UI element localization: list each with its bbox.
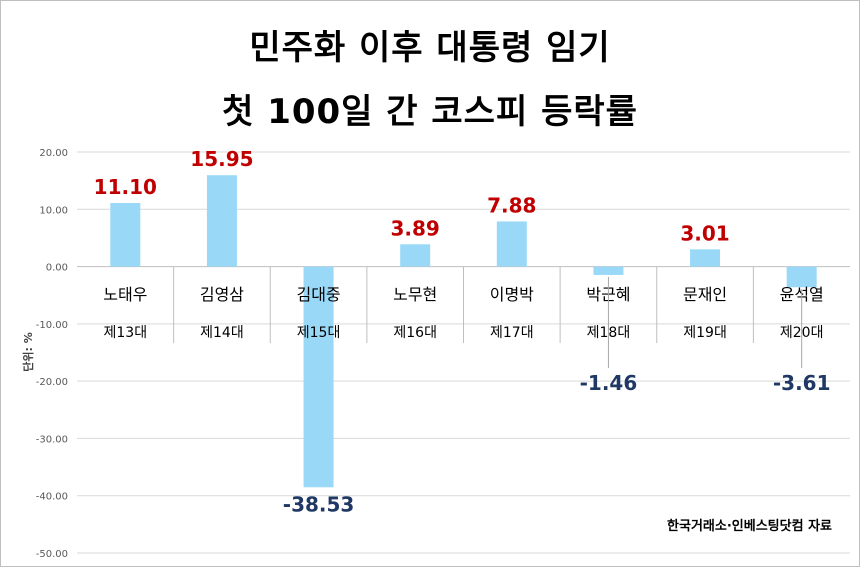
data-label: -3.61 — [773, 371, 831, 395]
data-label: -38.53 — [283, 492, 355, 516]
y-tick-label: -50.00 — [36, 549, 68, 560]
category-name-label: 문재인 — [683, 285, 727, 304]
category-name-label: 김영삼 — [200, 285, 244, 304]
y-tick-label: -40.00 — [36, 492, 68, 503]
source-credit: 한국거래소·인베스팅닷컴 자료 — [667, 519, 832, 534]
data-label: 3.01 — [680, 221, 729, 245]
y-tick-label: -10.00 — [36, 320, 68, 331]
category-name-label: 노무현 — [393, 285, 437, 304]
data-label: -1.46 — [580, 371, 638, 395]
bar — [400, 244, 431, 267]
y-tick-label: -20.00 — [36, 377, 68, 388]
category-name-label: 노태우 — [103, 285, 147, 304]
category-name-label: 이명박 — [490, 285, 534, 304]
y-tick-label: 20.00 — [39, 148, 68, 159]
category-name-label: 김대중 — [296, 285, 340, 304]
bar — [593, 266, 624, 275]
y-tick-label: 0.00 — [46, 263, 68, 274]
data-label: 11.10 — [94, 175, 157, 199]
chart-title: 민주화 이후 대통령 임기 — [249, 28, 611, 68]
category-term-label: 제16대 — [393, 325, 437, 341]
bar — [303, 266, 334, 488]
y-tick-label: -30.00 — [36, 434, 68, 445]
bar — [110, 202, 141, 267]
bar — [496, 221, 527, 267]
bar — [206, 175, 237, 267]
category-term-label: 제13대 — [104, 325, 148, 341]
bar — [786, 266, 817, 288]
data-label: 3.89 — [391, 216, 440, 240]
chart-subtitle: 첫 100일 간 코스피 등락률 — [222, 92, 638, 132]
category-term-label: 제15대 — [297, 325, 341, 341]
category-term-label: 제17대 — [490, 325, 534, 341]
y-tick-label: 10.00 — [39, 205, 68, 216]
bar — [690, 249, 721, 267]
category-term-label: 제14대 — [200, 325, 244, 341]
data-label: 7.88 — [487, 193, 536, 217]
y-axis-label: 단위: % — [21, 332, 35, 372]
category-term-label: 제19대 — [683, 325, 727, 341]
data-label: 15.95 — [190, 147, 253, 171]
